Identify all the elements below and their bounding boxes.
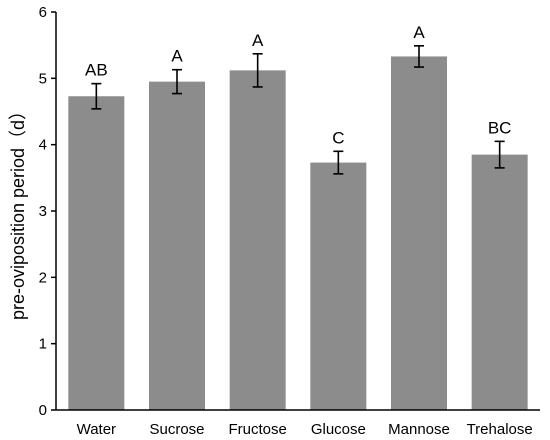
error-bars-layer	[91, 45, 505, 175]
y-tick-label: 3	[39, 203, 47, 220]
bar-sucrose	[149, 81, 205, 411]
error-bar-mannose	[414, 45, 424, 68]
x-tick-labels-layer: Water Sucrose Fructose Glucose Mannose Trehal…	[77, 421, 533, 438]
significance-label-mannose: A	[413, 23, 425, 42]
axes-layer	[55, 12, 540, 411]
bar-glucose	[310, 162, 367, 410]
error-bar-glucose	[333, 150, 344, 175]
x-tick-label-water: Water	[77, 421, 116, 438]
error-bar-fructose	[252, 52, 263, 88]
significance-label-sucrose: A	[171, 47, 183, 66]
y-ticks-layer: 0 1 2 3 4 5 6	[39, 4, 56, 419]
x-tick-label-mannose: Mannose	[388, 421, 450, 438]
y-tick-label: 2	[39, 269, 47, 286]
x-tick-label-fructose: Fructose	[228, 421, 286, 438]
y-tick-label: 6	[39, 4, 47, 21]
y-tick-label: 0	[39, 402, 47, 419]
x-tick-label-glucose: Glucose	[311, 421, 366, 438]
bar-water	[68, 96, 125, 410]
x-tick-label-sucrose: Sucrose	[149, 421, 204, 438]
error-bar-sucrose	[172, 68, 182, 95]
y-tick-label: 1	[39, 336, 47, 353]
error-bar-water	[91, 82, 102, 110]
bar-mannose	[391, 56, 447, 411]
x-tick-label-trehalose: Trehalose	[467, 421, 533, 438]
y-tick-label: 4	[39, 137, 47, 154]
significance-label-trehalose: BC	[488, 118, 512, 137]
significance-label-glucose: C	[332, 128, 344, 147]
significance-label-fructose: A	[252, 31, 264, 50]
bar-trehalose	[471, 154, 528, 410]
error-bar-trehalose	[494, 140, 505, 169]
significance-labels-layer: AB A A C A BC	[85, 23, 511, 147]
significance-label-water: AB	[85, 61, 108, 80]
y-tick-label: 5	[39, 70, 47, 87]
bar-fructose	[229, 70, 286, 410]
y-axis-title: pre-oviposition period（d）	[8, 102, 28, 320]
bars-layer	[68, 56, 528, 411]
